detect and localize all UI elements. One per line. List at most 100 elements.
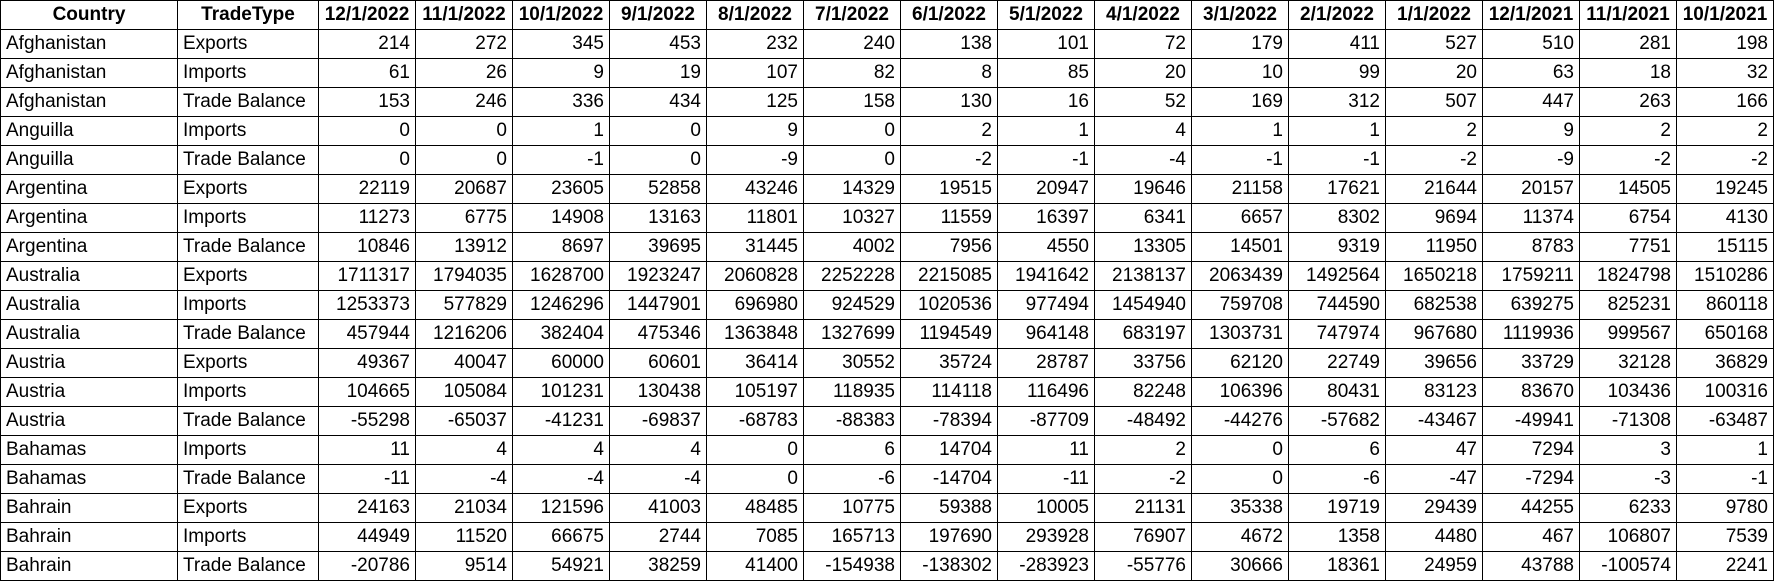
cell-value[interactable]: -154938 <box>803 551 901 581</box>
cell-value[interactable]: -41231 <box>512 406 610 436</box>
cell-value[interactable]: -1 <box>512 145 610 175</box>
cell-value[interactable]: 48485 <box>706 493 804 523</box>
cell-value[interactable]: -2 <box>1385 145 1483 175</box>
cell-country[interactable]: Austria <box>0 406 178 436</box>
column-header-date[interactable]: 8/1/2022 <box>706 0 804 30</box>
cell-value[interactable]: 197690 <box>900 522 998 552</box>
cell-value[interactable]: 30552 <box>803 348 901 378</box>
cell-value[interactable]: 11 <box>997 435 1095 465</box>
cell-value[interactable]: 13305 <box>1094 232 1192 262</box>
cell-value[interactable]: 759708 <box>1191 290 1289 320</box>
column-header-date[interactable]: 11/1/2022 <box>415 0 513 30</box>
cell-country[interactable]: Austria <box>0 348 178 378</box>
cell-value[interactable]: 24163 <box>318 493 416 523</box>
cell-value[interactable]: 1246296 <box>512 290 610 320</box>
cell-value[interactable]: 4002 <box>803 232 901 262</box>
cell-value[interactable]: 6775 <box>415 203 513 233</box>
cell-value[interactable]: 26 <box>415 58 513 88</box>
cell-value[interactable]: 1711317 <box>318 261 416 291</box>
column-header-date[interactable]: 12/1/2021 <box>1482 0 1580 30</box>
cell-value[interactable]: 2252228 <box>803 261 901 291</box>
cell-value[interactable]: -20786 <box>318 551 416 581</box>
cell-value[interactable]: 11520 <box>415 522 513 552</box>
cell-value[interactable]: 21158 <box>1191 174 1289 204</box>
cell-value[interactable]: 121596 <box>512 493 610 523</box>
cell-value[interactable]: 118935 <box>803 377 901 407</box>
cell-value[interactable]: 0 <box>609 145 707 175</box>
cell-tradetype[interactable]: Trade Balance <box>177 406 319 436</box>
cell-value[interactable]: 19245 <box>1676 174 1774 204</box>
cell-value[interactable]: 52 <box>1094 87 1192 117</box>
cell-value[interactable]: -68783 <box>706 406 804 436</box>
cell-value[interactable]: 22749 <box>1288 348 1386 378</box>
cell-value[interactable]: -2 <box>900 145 998 175</box>
cell-value[interactable]: -1 <box>997 145 1095 175</box>
cell-value[interactable]: 2 <box>1579 116 1677 146</box>
cell-country[interactable]: Bahrain <box>0 493 178 523</box>
cell-value[interactable]: -2 <box>1676 145 1774 175</box>
cell-value[interactable]: -55298 <box>318 406 416 436</box>
cell-value[interactable]: 19646 <box>1094 174 1192 204</box>
cell-value[interactable]: 44949 <box>318 522 416 552</box>
cell-value[interactable]: 683197 <box>1094 319 1192 349</box>
cell-value[interactable]: 281 <box>1579 29 1677 59</box>
cell-value[interactable]: -138302 <box>900 551 998 581</box>
cell-value[interactable]: 447 <box>1482 87 1580 117</box>
cell-value[interactable]: 11273 <box>318 203 416 233</box>
cell-value[interactable]: 4 <box>1094 116 1192 146</box>
cell-value[interactable]: 577829 <box>415 290 513 320</box>
cell-value[interactable]: -11 <box>997 464 1095 494</box>
cell-value[interactable]: 3 <box>1579 435 1677 465</box>
cell-value[interactable]: 32 <box>1676 58 1774 88</box>
cell-value[interactable]: 14908 <box>512 203 610 233</box>
cell-value[interactable]: 1 <box>1191 116 1289 146</box>
column-header-country[interactable]: Country <box>0 0 178 30</box>
column-header-date[interactable]: 4/1/2022 <box>1094 0 1192 30</box>
cell-value[interactable]: 2060828 <box>706 261 804 291</box>
cell-value[interactable]: 1923247 <box>609 261 707 291</box>
cell-value[interactable]: 8783 <box>1482 232 1580 262</box>
cell-value[interactable]: 44255 <box>1482 493 1580 523</box>
cell-tradetype[interactable]: Trade Balance <box>177 551 319 581</box>
cell-value[interactable]: -49941 <box>1482 406 1580 436</box>
cell-value[interactable]: 6754 <box>1579 203 1677 233</box>
cell-value[interactable]: 1194549 <box>900 319 998 349</box>
cell-value[interactable]: 457944 <box>318 319 416 349</box>
cell-value[interactable]: 6233 <box>1579 493 1677 523</box>
cell-value[interactable]: 198 <box>1676 29 1774 59</box>
cell-value[interactable]: 21034 <box>415 493 513 523</box>
cell-value[interactable]: 10327 <box>803 203 901 233</box>
cell-value[interactable]: -47 <box>1385 464 1483 494</box>
cell-value[interactable]: 16397 <box>997 203 1095 233</box>
cell-value[interactable]: 0 <box>318 145 416 175</box>
cell-value[interactable]: 2 <box>1094 435 1192 465</box>
cell-value[interactable]: 336 <box>512 87 610 117</box>
cell-country[interactable]: Bahrain <box>0 551 178 581</box>
cell-value[interactable]: 76907 <box>1094 522 1192 552</box>
cell-value[interactable]: 0 <box>803 145 901 175</box>
column-header-date[interactable]: 1/1/2022 <box>1385 0 1483 30</box>
cell-country[interactable]: Anguilla <box>0 116 178 146</box>
cell-value[interactable]: -1 <box>1288 145 1386 175</box>
cell-tradetype[interactable]: Exports <box>177 29 319 59</box>
cell-country[interactable]: Anguilla <box>0 145 178 175</box>
cell-value[interactable]: 11950 <box>1385 232 1483 262</box>
column-header-date[interactable]: 11/1/2021 <box>1579 0 1677 30</box>
cell-value[interactable]: 32128 <box>1579 348 1677 378</box>
cell-value[interactable]: 24959 <box>1385 551 1483 581</box>
cell-value[interactable]: 4 <box>609 435 707 465</box>
cell-value[interactable]: 14505 <box>1579 174 1677 204</box>
cell-value[interactable]: -2 <box>1094 464 1192 494</box>
cell-value[interactable]: 650168 <box>1676 319 1774 349</box>
cell-value[interactable]: 166 <box>1676 87 1774 117</box>
cell-value[interactable]: 52858 <box>609 174 707 204</box>
cell-value[interactable]: 0 <box>803 116 901 146</box>
column-header-date[interactable]: 3/1/2022 <box>1191 0 1289 30</box>
cell-value[interactable]: 13163 <box>609 203 707 233</box>
cell-value[interactable]: 924529 <box>803 290 901 320</box>
cell-value[interactable]: 0 <box>706 464 804 494</box>
cell-value[interactable]: 453 <box>609 29 707 59</box>
cell-value[interactable]: 82 <box>803 58 901 88</box>
cell-value[interactable]: 263 <box>1579 87 1677 117</box>
column-header-tradetype[interactable]: TradeType <box>177 0 319 30</box>
